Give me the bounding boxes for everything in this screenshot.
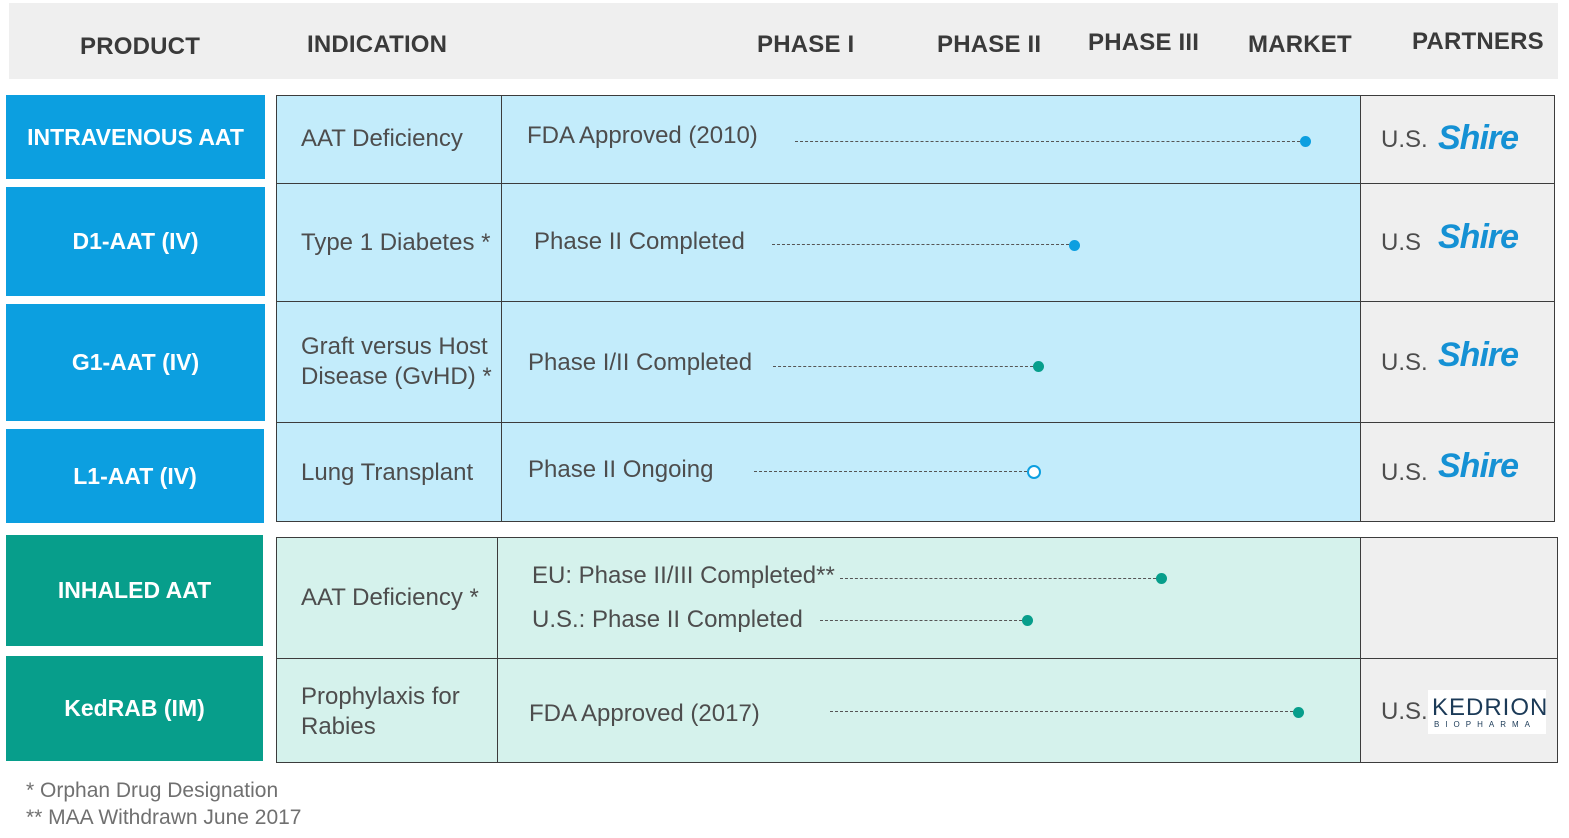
partner-cell — [1360, 301, 1555, 423]
indication-text: Type 1 Diabetes * — [301, 229, 491, 256]
status-cell — [501, 422, 1361, 522]
progress-marker — [1300, 136, 1311, 147]
status-cell — [497, 537, 1361, 659]
partner-cell — [1360, 95, 1555, 184]
footnote-orphan-drug: * Orphan Drug Designation — [26, 779, 279, 802]
progress-marker — [1293, 707, 1304, 718]
indication-text: Lung Transplant — [301, 459, 474, 486]
header-phase-2: PHASE II — [937, 31, 1042, 58]
partner-cell — [1360, 537, 1558, 659]
indication-cell — [276, 537, 498, 659]
progress-marker-us — [1022, 615, 1033, 626]
shire-logo: Shire — [1438, 336, 1519, 374]
header-partners: PARTNERS — [1412, 28, 1544, 55]
indication-line: Prophylaxis for — [301, 683, 460, 710]
progress-line — [795, 141, 1300, 142]
progress-marker — [1033, 361, 1044, 372]
progress-marker — [1069, 240, 1080, 251]
indication-text: AAT Deficiency — [301, 125, 463, 152]
progress-line — [773, 366, 1033, 367]
status-text-eu: EU: Phase II/III Completed** — [532, 562, 835, 589]
progress-line — [830, 711, 1293, 712]
status-cell — [497, 658, 1361, 763]
status-cell — [501, 183, 1361, 302]
shire-logo: Shire — [1438, 447, 1519, 485]
kedrion-logo-sub: BIOPHARMA — [1434, 720, 1537, 729]
partner-region: U.S. — [1381, 349, 1428, 376]
indication-cell — [276, 301, 502, 423]
partner-cell — [1360, 183, 1555, 302]
partner-cell — [1360, 422, 1555, 522]
partner-region: U.S. — [1381, 126, 1428, 153]
progress-line-eu — [840, 578, 1156, 579]
indication-cell — [276, 95, 502, 184]
indication-text: AAT Deficiency * — [301, 584, 479, 611]
status-text: FDA Approved (2010) — [527, 122, 758, 149]
status-text-us: U.S.: Phase II Completed — [532, 606, 803, 633]
shire-logo: Shire — [1438, 119, 1519, 157]
header-market: MARKET — [1248, 31, 1352, 58]
indication-cell — [276, 422, 502, 522]
header-indication: INDICATION — [307, 31, 448, 58]
footnote-maa-withdrawn: ** MAA Withdrawn June 2017 — [26, 806, 302, 829]
progress-line — [772, 244, 1069, 245]
status-text: Phase II Completed — [534, 228, 745, 255]
kedrion-logo-name: KEDRION — [1432, 694, 1549, 721]
indication-line: Graft versus Host — [301, 333, 488, 360]
header-product: PRODUCT — [80, 33, 201, 60]
status-text: Phase I/II Completed — [528, 349, 753, 376]
product-intravenous-aat: INTRAVENOUS AAT — [6, 95, 265, 179]
progress-line-us — [820, 620, 1022, 621]
product-kedrab: KedRAB (IM) — [6, 656, 263, 761]
partner-region: U.S. — [1381, 459, 1428, 486]
progress-marker-eu — [1156, 573, 1167, 584]
status-cell — [501, 301, 1361, 423]
header-phase-3: PHASE III — [1088, 29, 1200, 56]
header-band — [9, 3, 1558, 79]
shire-logo: Shire — [1438, 218, 1519, 256]
product-inhaled-aat: INHALED AAT — [6, 535, 263, 646]
status-text: FDA Approved (2017) — [529, 700, 760, 727]
product-d1-aat: D1-AAT (IV) — [6, 187, 265, 296]
indication-cell — [276, 658, 498, 763]
header-phase-1: PHASE I — [757, 31, 855, 58]
indication-line: Disease (GvHD) * — [301, 363, 492, 390]
status-text: Phase II Ongoing — [528, 456, 714, 483]
indication-cell — [276, 183, 502, 302]
indication-text: Graft versus Host Disease (GvHD) * — [301, 332, 492, 392]
indication-line: Rabies — [301, 713, 376, 740]
progress-line — [754, 471, 1027, 472]
indication-text: Prophylaxis for Rabies — [301, 682, 460, 742]
partner-region: U.S. — [1381, 698, 1428, 725]
kedrion-logo: KEDRION BIOPHARMA — [1428, 690, 1549, 734]
ongoing-marker — [1027, 465, 1041, 479]
product-l1-aat: L1-AAT (IV) — [6, 429, 264, 523]
partner-region: U.S — [1381, 229, 1422, 256]
product-g1-aat: G1-AAT (IV) — [6, 304, 265, 421]
